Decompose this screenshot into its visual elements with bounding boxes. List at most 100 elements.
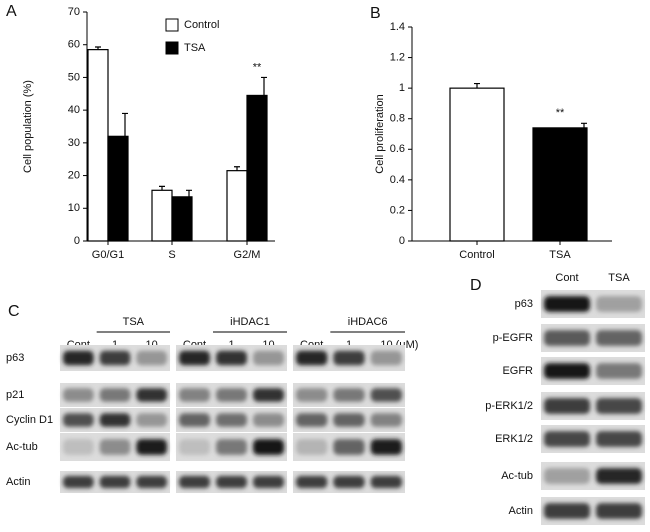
band xyxy=(333,350,365,366)
legend-swatch xyxy=(165,18,179,32)
band xyxy=(253,475,284,489)
y-tick-label: 50 xyxy=(68,71,80,83)
annotation: ** xyxy=(253,61,262,73)
band xyxy=(370,413,402,427)
bar xyxy=(151,189,173,242)
lane-label: 1 xyxy=(112,339,118,351)
band xyxy=(333,439,365,455)
annotation: ** xyxy=(556,107,565,119)
band xyxy=(179,413,210,427)
row-label: p-EGFR xyxy=(493,332,533,344)
band xyxy=(63,439,94,455)
band xyxy=(596,431,642,447)
row-label: Actin xyxy=(6,476,30,488)
band xyxy=(99,439,131,455)
band xyxy=(544,503,590,519)
x-tick-label: G0/G1 xyxy=(92,249,124,261)
bar xyxy=(449,87,505,242)
error-bar xyxy=(261,76,267,96)
panel-label: C xyxy=(8,303,20,320)
y-axis-label: Cell population (%) xyxy=(22,80,34,173)
band xyxy=(596,398,642,414)
y-tick-label: 60 xyxy=(68,39,80,51)
band xyxy=(544,330,590,346)
band xyxy=(296,413,328,427)
band xyxy=(179,475,210,489)
y-tick-label: 0.6 xyxy=(390,143,405,155)
row-label: ERK1/2 xyxy=(495,433,533,445)
error-bar xyxy=(186,189,192,197)
band xyxy=(596,296,642,312)
band xyxy=(216,413,247,427)
lane-label: 1 xyxy=(228,339,234,351)
band xyxy=(296,388,328,402)
band xyxy=(296,439,328,455)
band xyxy=(253,413,284,427)
bar xyxy=(87,49,109,242)
band xyxy=(253,388,284,402)
error-bar xyxy=(581,122,587,128)
band xyxy=(333,413,365,427)
y-tick-label: 0.2 xyxy=(390,204,405,216)
band xyxy=(99,350,131,366)
y-tick-label: 0.8 xyxy=(390,113,405,125)
lane-label: Cont xyxy=(555,272,578,284)
band xyxy=(253,439,284,455)
band xyxy=(596,468,642,484)
x-tick-label: G2/M xyxy=(234,249,261,261)
group-label: TSA xyxy=(123,316,145,328)
band xyxy=(179,350,210,366)
row-label: Actin xyxy=(509,505,533,517)
bar xyxy=(532,127,588,242)
error-bar xyxy=(122,112,128,137)
y-tick-label: 10 xyxy=(68,202,80,214)
group-label: iHDAC6 xyxy=(348,316,388,328)
y-tick-label: 40 xyxy=(68,104,80,116)
y-axis-label: Cell proliferation xyxy=(374,94,386,173)
y-tick-label: 0 xyxy=(399,235,405,247)
y-tick-label: 70 xyxy=(68,6,80,18)
panel-label: A xyxy=(6,3,17,20)
band xyxy=(544,468,590,484)
legend-label: Control xyxy=(184,19,219,31)
x-tick-label: TSA xyxy=(549,249,571,261)
row-label: p21 xyxy=(6,389,24,401)
band xyxy=(544,398,590,414)
row-label: p63 xyxy=(515,298,533,310)
band xyxy=(63,388,94,402)
band xyxy=(544,363,590,379)
x-tick-label: S xyxy=(168,249,175,261)
band xyxy=(216,475,247,489)
panel-label: B xyxy=(370,5,381,22)
band xyxy=(596,503,642,519)
panel-label: D xyxy=(470,277,482,294)
band xyxy=(296,475,328,489)
band xyxy=(596,363,642,379)
band xyxy=(370,439,402,455)
band xyxy=(99,475,131,489)
band xyxy=(370,350,402,366)
band xyxy=(253,350,284,366)
row-label: p63 xyxy=(6,352,24,364)
y-tick-label: 20 xyxy=(68,169,80,181)
band xyxy=(136,388,167,402)
band xyxy=(333,475,365,489)
band xyxy=(333,388,365,402)
y-tick-label: 1.2 xyxy=(390,51,405,63)
row-label: p-ERK1/2 xyxy=(485,400,533,412)
error-bar xyxy=(234,166,240,171)
y-tick-label: 1.4 xyxy=(390,21,405,33)
bar xyxy=(171,196,193,242)
x-tick-label: Control xyxy=(459,249,494,261)
band xyxy=(63,350,94,366)
band xyxy=(179,439,210,455)
row-label: Cyclin D1 xyxy=(6,414,53,426)
group-label: iHDAC1 xyxy=(230,316,270,328)
band xyxy=(596,330,642,346)
row-label: Ac-tub xyxy=(6,441,38,453)
band xyxy=(63,475,94,489)
band xyxy=(216,350,247,366)
band xyxy=(544,431,590,447)
y-tick-label: 1 xyxy=(399,82,405,94)
